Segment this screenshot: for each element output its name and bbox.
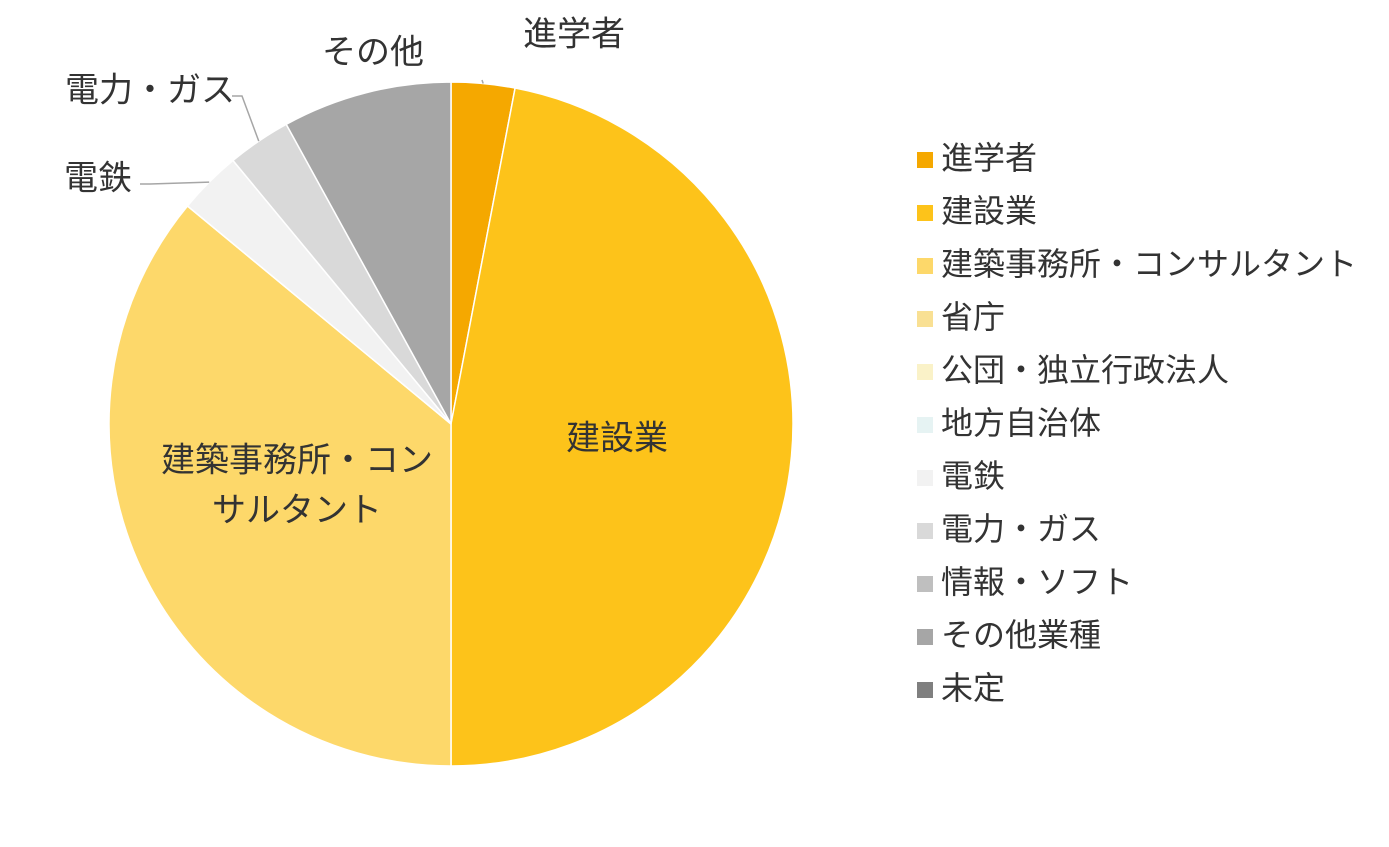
legend-label-未定: 未定 [941,669,1005,707]
legend-swatch-公団-独立行政法人 [917,364,933,380]
legend-item-電力-ガス: 電力・ガス [917,510,1101,548]
legend-swatch-建築事務所-コンサルタント [917,258,933,274]
legend-swatch-省庁 [917,311,933,327]
legend-item-未定: 未定 [917,669,1005,707]
leader-line-電力-ガス [232,95,260,142]
legend-item-建築事務所-コンサルタント: 建築事務所・コンサルタント [917,245,1357,283]
legend-swatch-未定 [917,682,933,698]
pie-slices [108,81,794,767]
slice-label-その他業種-6: その他 [322,33,424,73]
legend-item-建設業: 建設業 [917,192,1037,230]
legend-item-公団-独立行政法人: 公団・独立行政法人 [917,351,1229,389]
legend-item-情報-ソフト: 情報・ソフト [917,563,1133,601]
legend-label-その他業種: その他業種 [941,616,1101,654]
legend-label-建設業: 建設業 [941,192,1037,230]
legend-item-省庁: 省庁 [917,298,1005,336]
legend-swatch-情報-ソフト [917,576,933,592]
pie-slice-建設業 [450,87,794,767]
legend-swatch-電力-ガス [917,523,933,539]
legend-label-情報-ソフト: 情報・ソフト [941,563,1133,601]
legend-swatch-電鉄 [917,470,933,486]
leader-lines [140,79,484,185]
legend-item-電鉄: 電鉄 [917,457,1005,495]
pie-slice-その他業種 [285,81,452,425]
legend-label-地方自治体: 地方自治体 [941,404,1101,442]
slice-label-進学者-0: 進学者 [523,15,625,55]
legend-swatch-その他業種 [917,629,933,645]
legend-label-建築事務所-コンサルタント: 建築事務所・コンサルタント [941,245,1357,283]
legend-label-電力-ガス: 電力・ガス [941,510,1101,548]
slice-label-建設業-1: 建設業 [566,419,668,459]
legend-item-進学者: 進学者 [917,139,1037,177]
leader-line-電鉄 [140,181,210,185]
legend-label-省庁: 省庁 [941,298,1005,336]
legend-label-進学者: 進学者 [941,139,1037,177]
leader-line-進学者 [481,79,484,84]
slice-label-電力-ガス-5: 電力・ガス [65,71,235,111]
legend-item-その他業種: その他業種 [917,616,1101,654]
legend-swatch-建設業 [917,205,933,221]
slice-label-電鉄-4: 電鉄 [64,159,132,199]
legend-label-電鉄: 電鉄 [941,457,1005,495]
slice-label-建築事務所-コンサルタント-3: サルタント [212,491,382,531]
legend: 進学者建設業建築事務所・コンサルタント省庁公団・独立行政法人地方自治体電鉄電力・… [917,139,1357,707]
slice-label-建築事務所-コンサルタント-2: 建築事務所・コン [161,441,433,481]
legend-label-公団-独立行政法人: 公団・独立行政法人 [941,351,1229,389]
legend-item-地方自治体: 地方自治体 [917,404,1101,442]
legend-swatch-進学者 [917,152,933,168]
pie-slice-建築事務所-コンサルタント [108,204,452,767]
legend-swatch-地方自治体 [917,417,933,433]
